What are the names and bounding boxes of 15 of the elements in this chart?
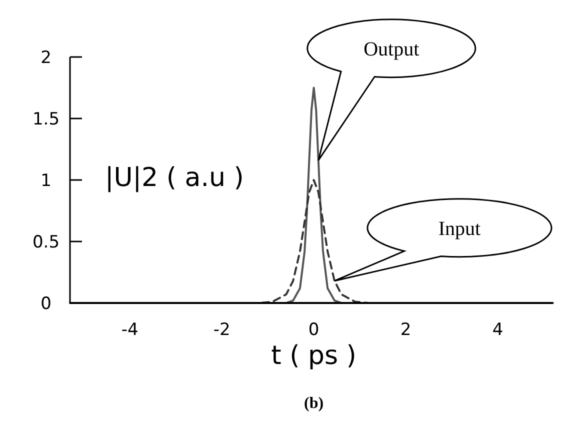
x-tick-label: 2	[400, 320, 412, 340]
x-tick-label: 0	[308, 320, 320, 340]
text: (b)	[304, 395, 324, 412]
x-tick-label: 4	[492, 320, 504, 340]
text: Input	[438, 218, 482, 240]
x-tick-label: -4	[121, 320, 138, 340]
y-tick-label: 1	[40, 170, 52, 191]
y-tick-label: 0.5	[32, 232, 60, 252]
y-axis-title: |U|2 ( a.u )	[105, 163, 244, 193]
x-tick-label: -2	[213, 320, 230, 340]
x-axis-title: t ( ps )	[271, 341, 356, 372]
text: Output	[364, 38, 420, 60]
y-tick-label: 2	[40, 48, 52, 68]
y-tick-label: 1.5	[32, 109, 60, 130]
y-tick-label: 0	[40, 294, 52, 314]
